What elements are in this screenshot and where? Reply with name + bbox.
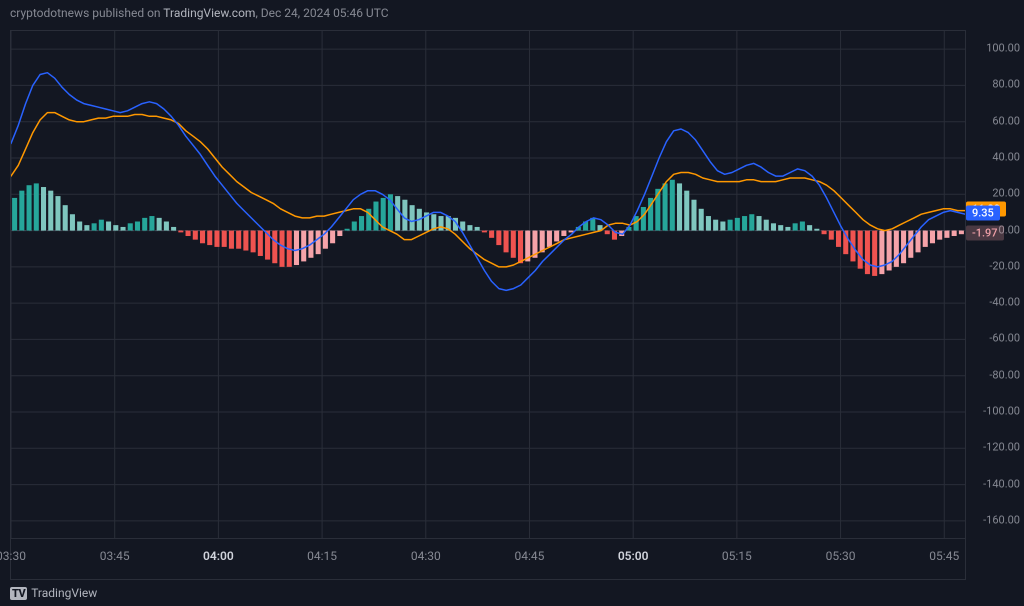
attribution-middle: published on xyxy=(89,6,163,20)
x-tick-label: 03:30 xyxy=(0,549,26,563)
attribution-line: cryptodotnews published on TradingView.c… xyxy=(10,6,389,20)
y-tick-label: 20.00 xyxy=(992,187,1020,200)
plot-svg xyxy=(11,31,965,539)
x-tick-label: 05:00 xyxy=(618,549,649,563)
value-badge: 9.35 xyxy=(966,205,1000,220)
x-tick-label: 04:30 xyxy=(411,549,441,563)
y-tick-label: 80.00 xyxy=(992,78,1020,91)
y-tick-label: -120.00 xyxy=(983,441,1020,454)
x-tick-label: 05:30 xyxy=(826,549,856,563)
x-tick-label: 04:45 xyxy=(515,549,545,563)
y-axis: 100.0080.0060.0040.0020.000.00-20.00-40.… xyxy=(964,30,1024,538)
attribution-author: cryptodotnews xyxy=(10,6,89,20)
chart-container: cryptodotnews published on TradingView.c… xyxy=(0,0,1024,606)
y-tick-label: -140.00 xyxy=(983,477,1020,490)
y-tick-label: 100.00 xyxy=(986,42,1020,55)
x-axis: 03:3003:4504:0004:1504:3004:4505:0005:15… xyxy=(10,538,966,580)
x-tick-label: 04:00 xyxy=(203,549,234,563)
y-tick-label: -20.00 xyxy=(989,259,1020,272)
y-tick-label: 40.00 xyxy=(992,151,1020,164)
y-tick-label: -160.00 xyxy=(983,513,1020,526)
attribution-site: TradingView.com xyxy=(163,6,255,20)
tradingview-logo-icon: TV xyxy=(10,587,27,600)
y-tick-label: -40.00 xyxy=(989,296,1020,309)
x-tick-label: 05:45 xyxy=(929,549,959,563)
x-tick-label: 04:15 xyxy=(307,549,337,563)
plot-area[interactable] xyxy=(10,30,966,539)
value-badge: -1.97 xyxy=(966,226,1004,241)
y-tick-label: 60.00 xyxy=(992,114,1020,127)
footer-text: TradingView xyxy=(31,586,97,600)
y-tick-label: -60.00 xyxy=(989,332,1020,345)
attribution-date: , Dec 24, 2024 05:46 UTC xyxy=(255,6,388,20)
x-tick-label: 05:15 xyxy=(722,549,752,563)
footer-branding: TV TradingView xyxy=(10,586,97,600)
y-tick-label: -80.00 xyxy=(989,368,1020,381)
y-tick-label: -100.00 xyxy=(983,405,1020,418)
x-tick-label: 03:45 xyxy=(100,549,130,563)
